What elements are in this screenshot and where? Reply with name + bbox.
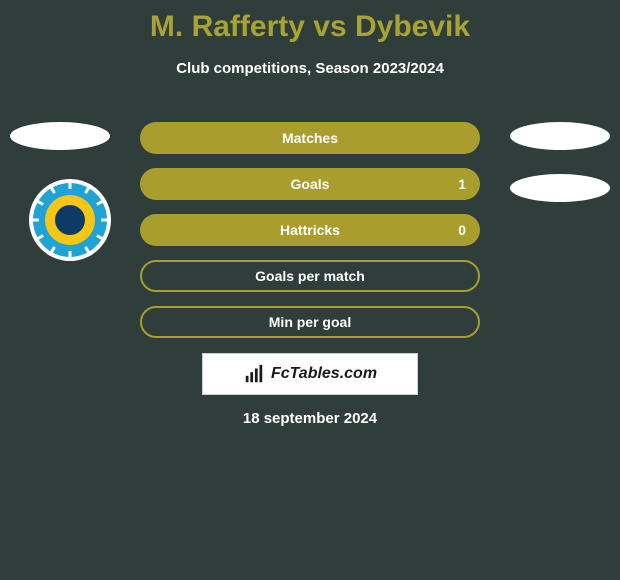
player-right-club-placeholder [510, 174, 610, 202]
stat-label: Matches [282, 130, 338, 146]
page-subtitle: Club competitions, Season 2023/2024 [0, 60, 620, 77]
stat-row-hattricks: Hattricks 0 [140, 214, 480, 246]
stat-row-goals: Goals 1 [140, 168, 480, 200]
stat-bar: Goals 1 [140, 168, 480, 200]
brand-text: FcTables.com [271, 365, 377, 383]
generated-date: 18 september 2024 [0, 410, 620, 427]
stat-bar: Goals per match [140, 260, 480, 292]
brand-watermark: FcTables.com [202, 353, 418, 395]
player-left-avatar-placeholder [10, 122, 110, 150]
player-left-club-crest [29, 179, 111, 261]
bar-chart-icon [243, 363, 265, 385]
stat-label: Goals [291, 176, 330, 192]
stat-bars: Matches Goals 1 Hattricks 0 Goals per ma… [140, 122, 480, 352]
stat-right-value: 0 [458, 222, 466, 238]
page-title: M. Rafferty vs Dybevik [0, 0, 620, 44]
player-right-avatar-placeholder [510, 122, 610, 150]
stat-row-min-per-goal: Min per goal [140, 306, 480, 338]
stat-label: Min per goal [269, 314, 351, 330]
stat-right-value: 1 [458, 176, 466, 192]
stat-row-matches: Matches [140, 122, 480, 154]
stat-bar: Matches [140, 122, 480, 154]
stat-row-goals-per-match: Goals per match [140, 260, 480, 292]
stat-label: Goals per match [255, 268, 365, 284]
stat-bar: Min per goal [140, 306, 480, 338]
stat-bar: Hattricks 0 [140, 214, 480, 246]
stat-label: Hattricks [280, 222, 340, 238]
